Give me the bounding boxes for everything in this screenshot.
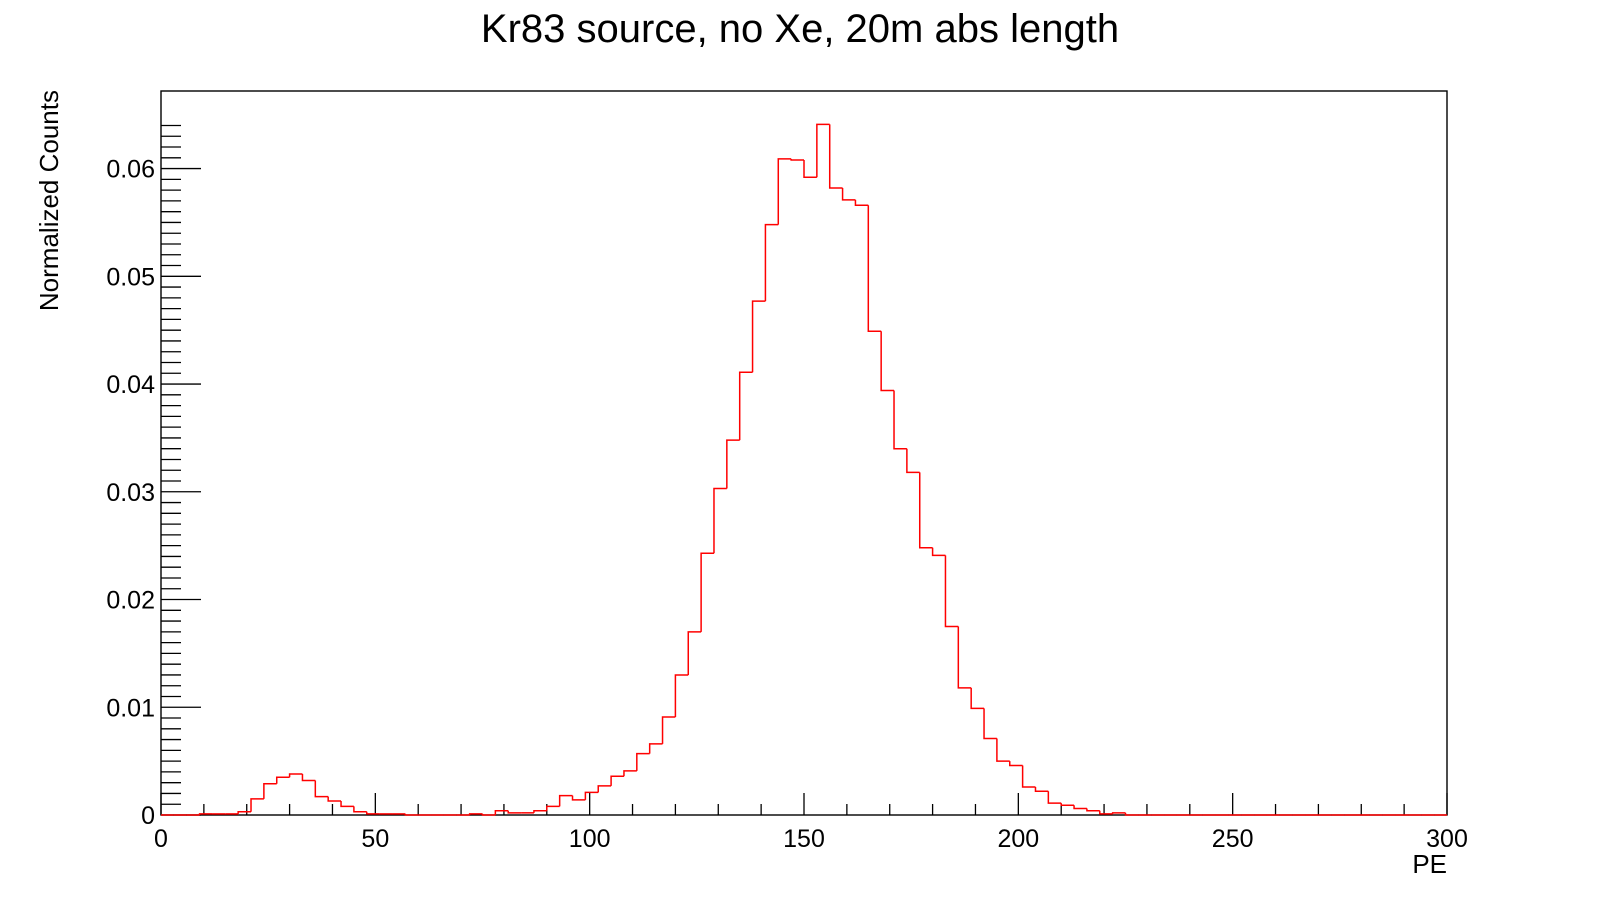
- histogram-bin: [623, 770, 637, 777]
- histogram-bin: [661, 716, 676, 744]
- histogram-bin: [983, 708, 997, 740]
- histogram-bin: [314, 780, 329, 798]
- histogram-bin: [854, 199, 869, 206]
- histogram-bin: [957, 626, 972, 689]
- histogram-bin: [198, 813, 213, 815]
- y-tick-label: 0: [141, 802, 155, 830]
- x-axis-ticks: 0 50 100 150 200 250 300: [154, 793, 1468, 853]
- x-axis-label: PE: [1412, 849, 1447, 879]
- histogram-bin: [764, 223, 779, 302]
- histogram-bin: [713, 487, 727, 554]
- y-tick-label: 0.04: [106, 371, 155, 399]
- y-tick-label: 0.03: [106, 479, 155, 507]
- histogram-bin: [893, 390, 907, 450]
- histogram-bin: [816, 123, 830, 178]
- histogram-bin: [1021, 765, 1036, 788]
- histogram-bin: [931, 547, 946, 557]
- histogram-bin: [353, 806, 367, 813]
- histogram-bin: [687, 631, 702, 675]
- histogram-bin: [803, 159, 817, 178]
- histogram-bin: [404, 813, 419, 816]
- plot-frame: [160, 90, 1448, 816]
- x-tick-label: 300: [1426, 825, 1468, 853]
- histogram-bin: [263, 783, 277, 799]
- histogram-bin: [1047, 791, 1062, 804]
- histogram-bin: [366, 811, 380, 815]
- histogram-bin: [1009, 761, 1023, 767]
- histogram-bin: [558, 794, 573, 807]
- y-axis-label: Normalized Counts: [34, 90, 64, 311]
- histogram-bin: [636, 752, 650, 771]
- histogram-bin: [777, 158, 792, 225]
- histogram-bin: [1073, 805, 1087, 810]
- histogram-series: [161, 123, 1447, 816]
- histogram-bin: [533, 809, 547, 813]
- histogram-bin: [275, 776, 290, 784]
- x-tick-label: 150: [783, 825, 825, 853]
- histogram-bin: [610, 775, 624, 786]
- histogram-bin: [996, 738, 1010, 762]
- histogram-bin: [944, 555, 959, 628]
- histogram-bin: [546, 805, 560, 811]
- histogram-bin: [468, 813, 483, 815]
- y-axis-ticks: 0 0.01 0.02 0.03 0.04 0.05 0.06: [106, 124, 201, 830]
- histogram-bin: [1086, 808, 1100, 812]
- x-tick-label: 100: [569, 825, 611, 853]
- y-tick-label: 0.02: [106, 587, 155, 615]
- histogram-bin: [571, 795, 586, 801]
- histogram-bin: [327, 796, 342, 802]
- histogram-bin: [597, 785, 612, 793]
- histogram-bin: [970, 687, 985, 710]
- histogram-bin: [1060, 803, 1075, 807]
- histogram-bin: [237, 811, 252, 814]
- histogram-bin: [301, 774, 316, 782]
- x-tick-label: 200: [997, 825, 1039, 853]
- histogram-bin: [481, 813, 496, 816]
- histogram-bin: [906, 448, 920, 474]
- histogram-bin: [674, 674, 689, 717]
- histogram-bin: [841, 187, 856, 201]
- histogram-bin: [738, 371, 753, 441]
- histogram-bin: [288, 773, 303, 778]
- histogram-bin: [828, 124, 843, 189]
- histogram-bin: [507, 810, 522, 814]
- histogram-bin: [1034, 786, 1049, 793]
- y-tick-label: 0.05: [106, 263, 155, 291]
- histogram-bin: [880, 331, 895, 392]
- y-tick-label: 0.06: [106, 156, 155, 184]
- histogram-bin: [726, 439, 740, 489]
- histogram-bin: [867, 205, 882, 333]
- histogram-bin: [1099, 810, 1113, 815]
- histogram-bin: [1124, 812, 1139, 816]
- y-tick-label: 0.01: [106, 694, 155, 722]
- histogram-bin: [700, 552, 714, 632]
- histogram-bin: [494, 809, 509, 815]
- histogram-bin: [648, 743, 663, 754]
- histogram-bin: [250, 798, 264, 812]
- histogram-bin: [918, 472, 933, 549]
- histogram-bin: [751, 300, 766, 373]
- histogram-bin: [1111, 812, 1126, 814]
- x-tick-label: 50: [361, 825, 389, 853]
- histogram-bin: [790, 158, 804, 161]
- histogram-bin: [584, 791, 599, 800]
- x-tick-label: 250: [1212, 825, 1254, 853]
- chart-title: Kr83 source, no Xe, 20m abs length: [481, 7, 1119, 51]
- histogram-bin: [340, 800, 354, 808]
- x-tick-label: 0: [154, 825, 168, 853]
